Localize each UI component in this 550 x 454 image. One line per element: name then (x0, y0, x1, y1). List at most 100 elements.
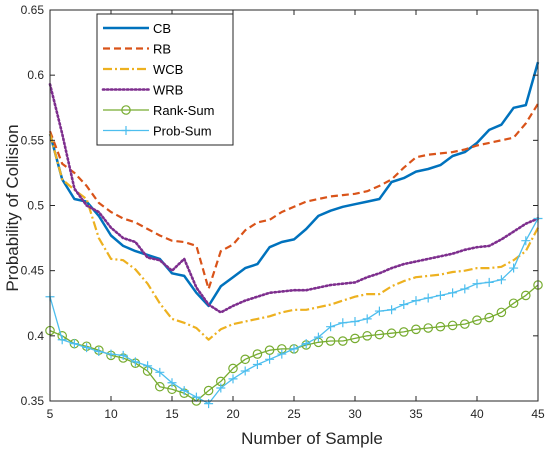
legend-marker (121, 126, 131, 135)
legend-item: CB (103, 21, 171, 36)
x-tick-label: 45 (531, 407, 545, 421)
x-tick-label: 5 (47, 407, 54, 421)
data-point (350, 316, 360, 326)
x-tick-label: 10 (104, 407, 118, 421)
legend-label: Prob-Sum (153, 124, 212, 139)
data-point (94, 346, 104, 356)
data-point (399, 300, 409, 310)
legend-label: Rank-Sum (153, 103, 214, 118)
legend-item: Prob-Sum (103, 124, 212, 139)
data-point (338, 318, 348, 328)
x-tick-label: 30 (348, 407, 362, 421)
data-point (496, 275, 506, 285)
data-point (228, 363, 238, 374)
legend: CB RB WCB WRB Rank-Sum Prob-Sum (96, 13, 234, 146)
data-point (448, 288, 458, 298)
data-point (435, 290, 445, 300)
data-point (374, 306, 384, 316)
data-point (472, 315, 482, 325)
series-rb (48, 103, 539, 290)
data-point (509, 263, 519, 273)
data-point (362, 331, 372, 341)
legend-item: WCB (103, 62, 183, 77)
series-line (48, 103, 539, 290)
data-point (521, 236, 531, 246)
series-line (48, 61, 540, 308)
data-point (252, 360, 262, 370)
data-point (472, 279, 482, 289)
x-tick-label: 15 (165, 407, 179, 421)
data-point (252, 349, 263, 359)
x-tick-label: 25 (287, 407, 301, 421)
data-point (411, 296, 421, 306)
data-point (57, 335, 67, 345)
data-point (326, 322, 336, 332)
data-point (460, 284, 470, 294)
axes-layer: 5 10 15 20 25 30 35 40 45 0.35 0.4 0.45 0.5 0.55 0.6 0.… (21, 3, 545, 421)
data-point (240, 354, 250, 365)
data-point (386, 328, 397, 339)
y-tick-label: 0.5 (27, 199, 44, 213)
data-point (179, 386, 189, 396)
data-point (508, 298, 519, 309)
data-point (520, 290, 531, 301)
data-point (69, 339, 79, 349)
y-tick-label: 0.55 (21, 133, 45, 147)
data-point (447, 320, 458, 331)
data-point (350, 333, 360, 344)
data-point (289, 344, 299, 354)
data-point (155, 367, 165, 377)
series-wcb (48, 133, 539, 341)
data-point (155, 381, 165, 392)
legend-item: RB (103, 42, 171, 57)
data-point (435, 321, 446, 332)
y-axis-label: Probability of Collision (3, 124, 22, 291)
y-tick-label: 0.4 (27, 329, 44, 343)
data-point (240, 366, 250, 376)
data-point (264, 345, 275, 355)
data-point (362, 314, 372, 324)
data-point (191, 392, 201, 402)
series-wrb (48, 83, 540, 314)
data-point (265, 354, 275, 364)
data-point (423, 323, 433, 333)
data-point (484, 312, 494, 323)
data-point (203, 385, 214, 396)
data-point (325, 336, 336, 346)
data-point (228, 374, 238, 384)
series-cb (48, 61, 540, 308)
y-tick-label: 0.35 (21, 394, 45, 408)
data-point (118, 350, 128, 360)
data-point (411, 324, 421, 335)
data-point (167, 378, 177, 388)
x-tick-label: 40 (470, 407, 484, 421)
data-point (484, 277, 494, 287)
legend-label: RB (153, 42, 171, 57)
data-point (337, 336, 348, 346)
series-line (48, 83, 540, 314)
data-point (374, 329, 385, 340)
series-layer (45, 61, 543, 409)
data-point (398, 327, 409, 337)
legend-item: Rank-Sum (103, 103, 214, 118)
legend-label: WRB (153, 83, 183, 98)
data-point (130, 357, 140, 367)
data-point (387, 305, 397, 315)
data-point (313, 332, 323, 342)
series-line (48, 133, 539, 341)
legend-label: WCB (153, 62, 183, 77)
x-tick-label: 20 (226, 407, 240, 421)
legend-item: WRB (101, 83, 183, 98)
data-point (277, 349, 287, 359)
data-point (143, 361, 153, 371)
data-point (82, 343, 92, 353)
data-point (423, 293, 433, 303)
data-point (459, 319, 470, 329)
data-point (106, 349, 116, 359)
y-tick-label: 0.6 (27, 68, 44, 82)
y-tick-label: 0.45 (21, 264, 45, 278)
data-point (301, 339, 311, 349)
y-tick-label: 0.65 (21, 3, 45, 17)
data-point (496, 307, 507, 318)
